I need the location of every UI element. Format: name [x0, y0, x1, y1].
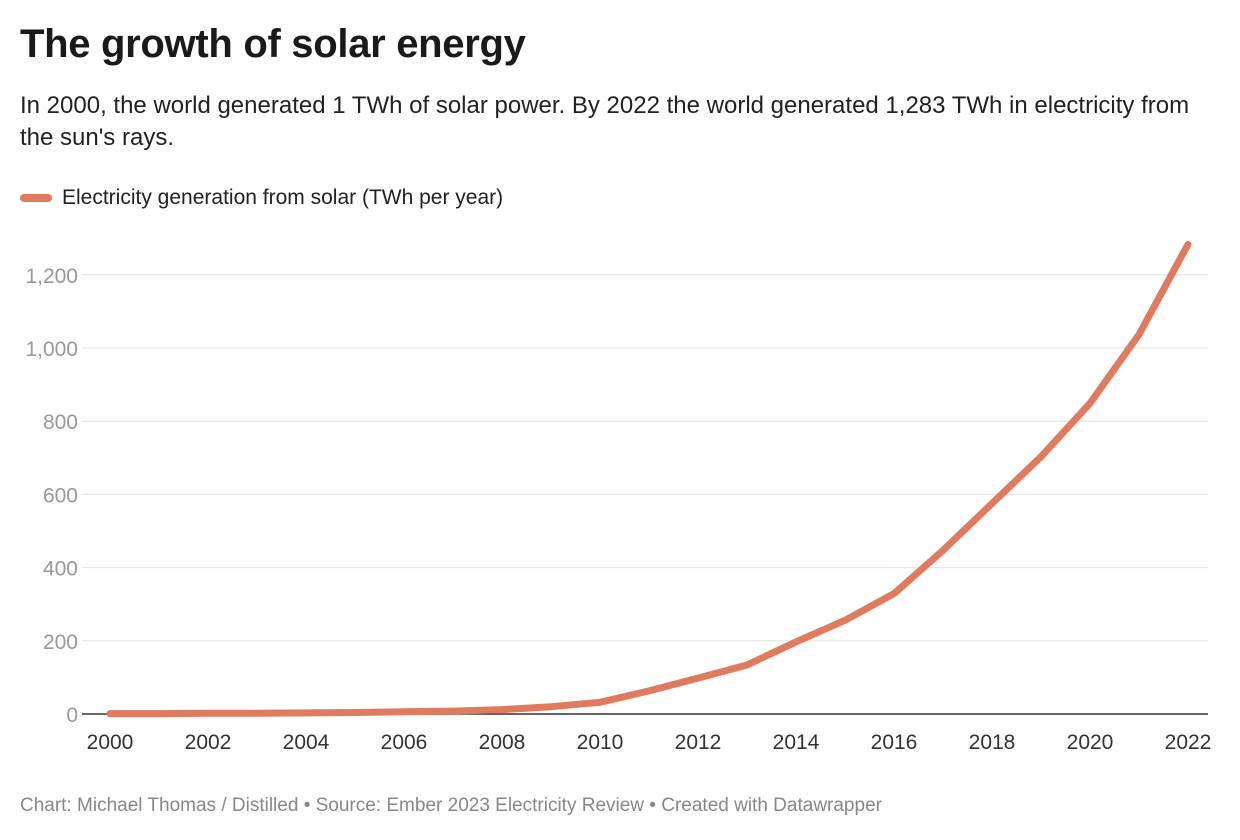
y-tick-label: 400: [43, 558, 78, 581]
legend-swatch: [20, 194, 52, 202]
legend: Electricity generation from solar (TWh p…: [20, 186, 503, 210]
y-tick-label: 200: [43, 631, 78, 654]
x-tick-label: 2020: [1067, 731, 1114, 754]
x-tick-label: 2010: [577, 731, 624, 754]
x-tick-label: 2022: [1165, 731, 1212, 754]
chart-subtitle: In 2000, the world generated 1 TWh of so…: [20, 92, 1190, 151]
x-tick-label: 2016: [871, 731, 918, 754]
y-tick-label: 1,200: [25, 265, 78, 288]
x-tick-label: 2002: [185, 731, 232, 754]
series-line: [106, 240, 1192, 718]
chart-title: The growth of solar energy: [20, 22, 526, 66]
x-tick-label: 2008: [479, 731, 526, 754]
x-tick-label: 2012: [675, 731, 722, 754]
y-tick-label: 1,000: [25, 338, 78, 361]
x-tick-label: 2006: [381, 731, 428, 754]
x-tick-label: 2014: [773, 731, 820, 754]
y-tick-label: 0: [66, 704, 78, 727]
chart-footer: Chart: Michael Thomas / Distilled • Sour…: [20, 795, 882, 816]
x-tick-label: 2004: [283, 731, 330, 754]
y-tick-label: 800: [43, 411, 78, 434]
y-tick-label: 600: [43, 484, 78, 507]
line-chart: 0 200 400 600 800 1,000 1,200 2000 2002 2004 2006 2…: [25, 240, 1212, 754]
legend-label: Electricity generation from solar (TWh p…: [62, 186, 504, 209]
x-tick-label: 2018: [969, 731, 1016, 754]
x-tick-label: 2000: [87, 731, 134, 754]
